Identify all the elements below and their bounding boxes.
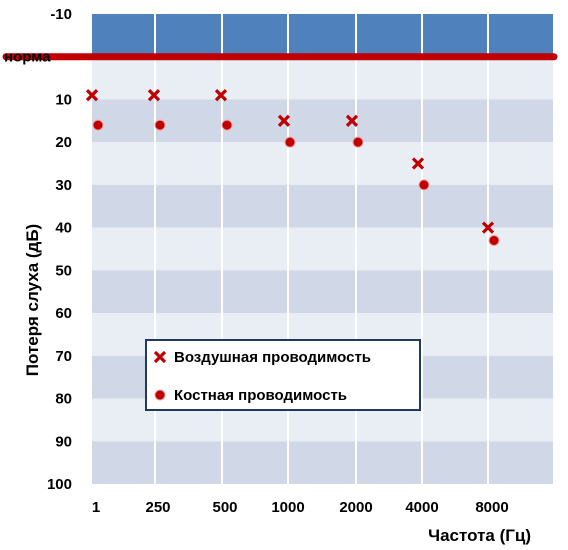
air-conduction-point <box>481 221 495 234</box>
y-tick-label: -10 <box>50 6 72 23</box>
y-tick-labels: -10 норма 10 20 30 40 50 60 70 80 90 100 <box>4 6 72 493</box>
bone-conduction-point <box>284 136 296 148</box>
band <box>91 14 554 57</box>
air-conduction-point <box>85 89 99 102</box>
bone-conduction-point <box>418 179 430 191</box>
band <box>91 227 554 271</box>
band <box>91 99 554 143</box>
y-tick-label: 60 <box>55 305 72 322</box>
air-conduction-point <box>277 114 291 127</box>
bone-conduction-point <box>92 119 104 131</box>
data-points <box>85 89 500 246</box>
y-tick-label: 100 <box>47 476 72 493</box>
x-tick-label: 4000 <box>405 499 438 516</box>
normal-line-label: норма <box>4 49 51 66</box>
legend-box <box>145 339 421 411</box>
legend: Воздушная проводимость Костная проводимос… <box>145 339 421 411</box>
bone-conduction-point <box>221 119 233 131</box>
y-tick-label: 40 <box>55 220 72 237</box>
band <box>91 441 554 484</box>
band <box>91 142 554 185</box>
y-tick-label: 30 <box>55 177 72 194</box>
air-conduction-point <box>147 89 161 102</box>
y-tick-label: 90 <box>55 433 72 450</box>
y-axis-label: Потеря слуха (дБ) <box>23 224 42 376</box>
bone-conduction-point <box>488 234 500 246</box>
air-conduction-point <box>411 157 425 170</box>
legend-circle-marker <box>154 389 166 401</box>
y-tick-label: 80 <box>55 391 72 408</box>
x-tick-labels: 1 250 500 1000 2000 4000 8000 <box>92 499 509 516</box>
legend-entry-label: Воздушная проводимость <box>174 349 371 366</box>
x-axis-label: Частота (Гц) <box>428 526 531 545</box>
x-tick-label: 1 <box>92 499 100 516</box>
x-tick-label: 2000 <box>339 499 372 516</box>
band <box>91 56 554 100</box>
x-tick-label: 250 <box>145 499 170 516</box>
legend-x-marker <box>153 350 167 364</box>
y-tick-label: 50 <box>55 262 72 279</box>
bone-conduction-point <box>154 119 166 131</box>
band <box>91 270 554 314</box>
band <box>91 184 554 228</box>
legend-entry-label: Костная проводимость <box>174 387 347 404</box>
x-tick-label: 500 <box>212 499 237 516</box>
x-tick-label: 8000 <box>475 499 508 516</box>
background-bands <box>91 14 554 484</box>
y-tick-label: 70 <box>55 348 72 365</box>
bone-conduction-point <box>352 136 364 148</box>
y-tick-label: 10 <box>55 91 72 108</box>
air-conduction-point <box>345 114 359 127</box>
y-tick-label: 20 <box>55 134 72 151</box>
air-conduction-point <box>214 89 228 102</box>
x-tick-label: 1000 <box>271 499 304 516</box>
